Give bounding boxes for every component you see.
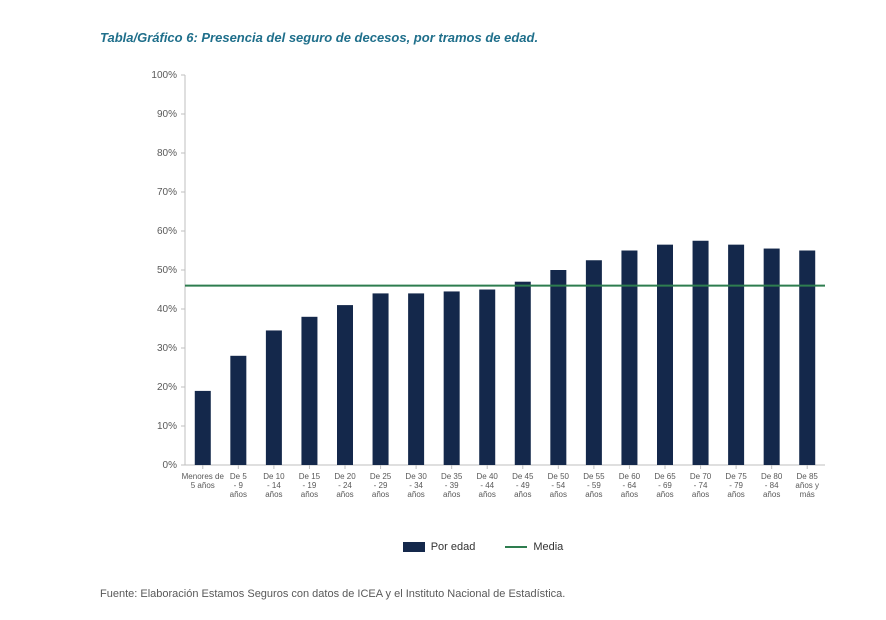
- svg-text:De 85años ymás: De 85años ymás: [795, 472, 819, 499]
- svg-text:70%: 70%: [157, 187, 177, 198]
- svg-text:80%: 80%: [157, 148, 177, 159]
- svg-text:De 35- 39años: De 35- 39años: [441, 472, 463, 499]
- svg-text:60%: 60%: [157, 226, 177, 237]
- chart-title: Tabla/Gráfico 6: Presencia del seguro de…: [100, 30, 836, 45]
- svg-text:De 60- 64años: De 60- 64años: [619, 472, 641, 499]
- svg-text:De 70- 74años: De 70- 74años: [690, 472, 712, 499]
- svg-text:20%: 20%: [157, 382, 177, 393]
- svg-text:De 5- 9años: De 5- 9años: [230, 472, 248, 499]
- svg-text:De 25- 29años: De 25- 29años: [370, 472, 392, 499]
- legend: Por edad Media: [130, 541, 836, 553]
- svg-text:50%: 50%: [157, 265, 177, 276]
- svg-text:90%: 90%: [157, 109, 177, 120]
- bar-chart-svg: 0% 10% 20% 30% 40% 50% 60% 70% 80% 90% 100% Menores…: [130, 65, 830, 533]
- svg-text:Menores de5 años: Menores de5 años: [182, 472, 225, 490]
- svg-text:De 15- 19años: De 15- 19años: [299, 472, 321, 499]
- svg-text:De 80- 84años: De 80- 84años: [761, 472, 783, 499]
- svg-text:De 50- 54años: De 50- 54años: [548, 472, 570, 499]
- svg-text:De 30- 34años: De 30- 34años: [405, 472, 427, 499]
- chart-area: 0% 10% 20% 30% 40% 50% 60% 70% 80% 90% 100% Menores…: [130, 65, 836, 553]
- svg-text:De 75- 79años: De 75- 79años: [725, 472, 747, 499]
- footnote: Fuente: Elaboración Estamos Seguros con …: [100, 588, 836, 600]
- svg-text:40%: 40%: [157, 304, 177, 315]
- svg-text:30%: 30%: [157, 343, 177, 354]
- svg-text:De 40- 44años: De 40- 44años: [477, 472, 499, 499]
- svg-text:De 45- 49años: De 45- 49años: [512, 472, 534, 499]
- svg-text:10%: 10%: [157, 421, 177, 432]
- legend-item-bar: Por edad: [403, 541, 476, 553]
- legend-line-swatch: [505, 546, 527, 548]
- svg-text:De 55- 59años: De 55- 59años: [583, 472, 605, 499]
- legend-bar-label: Por edad: [431, 541, 476, 553]
- svg-text:0%: 0%: [163, 460, 178, 471]
- legend-bar-swatch: [403, 542, 425, 552]
- legend-line-label: Media: [533, 541, 563, 553]
- svg-text:De 20- 24años: De 20- 24años: [334, 472, 356, 499]
- svg-text:De 65- 69años: De 65- 69años: [654, 472, 676, 499]
- svg-text:100%: 100%: [151, 70, 177, 81]
- legend-item-line: Media: [505, 541, 563, 553]
- svg-text:De 10- 14años: De 10- 14años: [263, 472, 285, 499]
